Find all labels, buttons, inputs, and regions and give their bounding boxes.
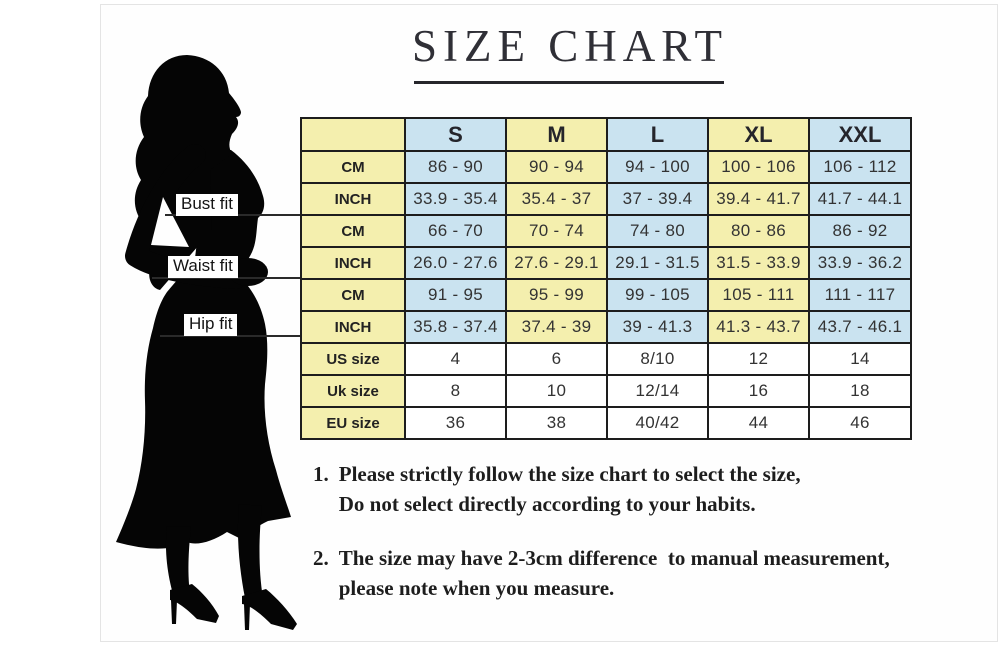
size-value-cell: 38: [505, 406, 608, 440]
size-value-cell: 95 - 99: [505, 278, 608, 312]
size-value-cell: 35.4 - 37: [505, 182, 608, 216]
silhouette-hand: [228, 258, 268, 286]
size-value-cell: 16: [707, 374, 810, 408]
row-label-cell: Uk size: [300, 374, 406, 408]
size-value-cell: 39.4 - 41.7: [707, 182, 810, 216]
size-value-cell: 29.1 - 31.5: [606, 246, 709, 280]
size-value-cell: 41.7 - 44.1: [808, 182, 912, 216]
note-number: 2.: [313, 545, 329, 570]
size-value-cell: 70 - 74: [505, 214, 608, 248]
size-value-cell: 33.9 - 36.2: [808, 246, 912, 280]
table-row: EU size 36 38 40/42 44 46: [300, 406, 912, 440]
size-value-cell: 39 - 41.3: [606, 310, 709, 344]
size-value-cell: 33.9 - 35.4: [404, 182, 507, 216]
size-value-cell: 26.0 - 27.6: [404, 246, 507, 280]
size-value-cell: 18: [808, 374, 912, 408]
row-label-cell: INCH: [300, 246, 406, 280]
size-value-cell: 100 - 106: [707, 150, 810, 184]
size-value-cell: 37.4 - 39: [505, 310, 608, 344]
silhouette-back-shoe: [170, 584, 219, 623]
row-label-cell: CM: [300, 214, 406, 248]
row-label-cell: EU size: [300, 406, 406, 440]
table-row: INCH 26.0 - 27.6 27.6 - 29.1 29.1 - 31.5 31.…: [300, 246, 912, 280]
waist-guide-line: [152, 277, 301, 279]
size-value-cell: 35.8 - 37.4: [404, 310, 507, 344]
size-value-cell: 46: [808, 406, 912, 440]
size-value-cell: 4: [404, 342, 507, 376]
table-row: INCH 35.8 - 37.4 37.4 - 39 39 - 41.3 41.3 - …: [300, 310, 912, 344]
waist-fit-label: Waist fit: [168, 256, 238, 278]
size-value-cell: 99 - 105: [606, 278, 709, 312]
size-column-header: XXL: [808, 117, 912, 152]
row-label-cell: CM: [300, 150, 406, 184]
size-value-cell: 74 - 80: [606, 214, 709, 248]
hip-guide-line: [160, 335, 301, 337]
row-label-cell: US size: [300, 342, 406, 376]
size-value-cell: 44: [707, 406, 810, 440]
table-row: US size 4 6 8/10 12 14: [300, 342, 912, 376]
silhouette-body: [116, 150, 291, 549]
table-row: CM 66 - 70 70 - 74 74 - 80 80 - 86 86 - 92: [300, 214, 912, 248]
silhouette-front-heel: [244, 604, 250, 630]
size-column-header: L: [606, 117, 709, 152]
table-row: CM 86 - 90 90 - 94 94 - 100 100 - 106 106 - 1…: [300, 150, 912, 184]
size-value-cell: 105 - 111: [707, 278, 810, 312]
row-label-cell: INCH: [300, 182, 406, 216]
size-value-cell: 10: [505, 374, 608, 408]
size-value-cell: 94 - 100: [606, 150, 709, 184]
size-column-header: S: [404, 117, 507, 152]
page-title: SIZE CHART: [411, 21, 729, 71]
silhouette-back-heel: [171, 600, 177, 624]
size-value-cell: 12: [707, 342, 810, 376]
hip-fit-label: Hip fit: [184, 314, 238, 336]
size-column-header: M: [505, 117, 608, 152]
size-value-cell: 86 - 92: [808, 214, 912, 248]
silhouette-front-shoe: [242, 589, 297, 630]
size-value-cell: 91 - 95: [404, 278, 507, 312]
table-row: CM 91 - 95 95 - 99 99 - 105 105 - 111 111 - 1…: [300, 278, 912, 312]
row-label-cell: CM: [300, 278, 406, 312]
note-number: 1.: [313, 462, 329, 486]
note-text: The size may have 2-3cm difference to ma…: [338, 545, 890, 601]
size-value-cell: 90 - 94: [505, 150, 608, 184]
size-value-cell: 8/10: [606, 342, 709, 376]
size-value-cell: 8: [404, 374, 507, 408]
size-value-cell: 80 - 86: [707, 214, 810, 248]
silhouette-back-leg: [165, 526, 191, 594]
silhouette-arm-gap: [151, 197, 189, 247]
note-item: 2. The size may have 2-3cm difference to …: [313, 543, 985, 604]
size-value-cell: 27.6 - 29.1: [505, 246, 608, 280]
size-value-cell: 106 - 112: [808, 150, 912, 184]
note-item: 1. Please strictly follow the size chart …: [313, 459, 985, 520]
size-value-cell: 41.3 - 43.7: [707, 310, 810, 344]
size-header-row: S M L XL XXL: [300, 117, 912, 152]
table-row: INCH 33.9 - 35.4 35.4 - 37 37 - 39.4 39.4 - …: [300, 182, 912, 216]
size-value-cell: 14: [808, 342, 912, 376]
size-value-cell: 6: [505, 342, 608, 376]
title-underline: [414, 81, 724, 84]
size-column-header: XL: [707, 117, 810, 152]
table-row: Uk size 8 10 12/14 16 18: [300, 374, 912, 408]
corner-cell: [300, 117, 406, 152]
size-value-cell: 86 - 90: [404, 150, 507, 184]
silhouette-front-leg: [237, 504, 263, 598]
size-value-cell: 12/14: [606, 374, 709, 408]
size-notes: 1. Please strictly follow the size chart …: [313, 459, 985, 627]
size-value-cell: 31.5 - 33.9: [707, 246, 810, 280]
row-label-cell: INCH: [300, 310, 406, 344]
size-value-cell: 111 - 117: [808, 278, 912, 312]
size-value-cell: 40/42: [606, 406, 709, 440]
size-value-cell: 36: [404, 406, 507, 440]
size-value-cell: 66 - 70: [404, 214, 507, 248]
size-value-cell: 37 - 39.4: [606, 182, 709, 216]
bust-fit-label: Bust fit: [176, 194, 238, 216]
size-chart-table: S M L XL XXL CM 86 - 90 90 - 94 94 - 100 100 - 10…: [300, 117, 912, 440]
note-text: Please strictly follow the size chart to…: [338, 462, 801, 517]
size-value-cell: 43.7 - 46.1: [808, 310, 912, 344]
